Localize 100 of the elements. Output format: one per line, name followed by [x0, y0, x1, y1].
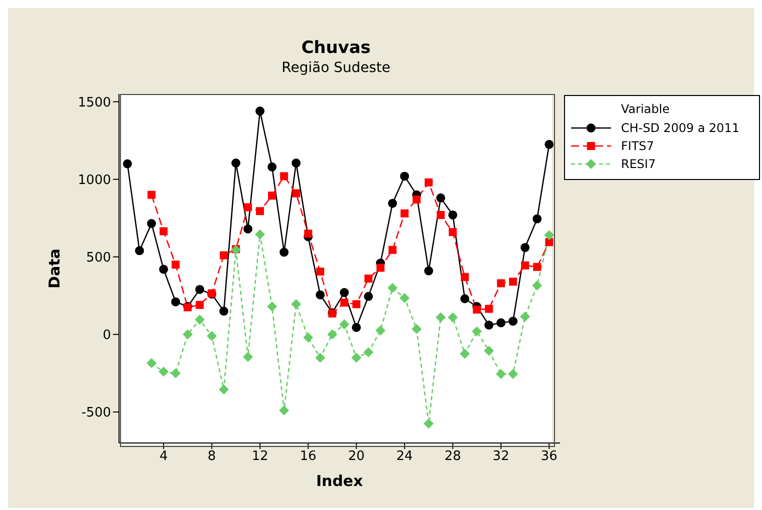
point: [400, 172, 410, 181]
point: [171, 297, 180, 306]
point: [316, 268, 324, 276]
y-tick-label: 500: [86, 250, 111, 266]
point: [509, 278, 518, 286]
legend-title: Variable: [620, 102, 671, 116]
point: [268, 192, 276, 200]
point: [218, 384, 229, 394]
point: [194, 314, 205, 325]
x-tick-label: 36: [540, 449, 558, 464]
legend-label: RESI7: [621, 157, 656, 171]
point: [327, 329, 338, 340]
x-tick-label: 12: [252, 449, 268, 464]
point: [484, 346, 494, 356]
x-tick-label: 4: [159, 449, 168, 464]
point: [196, 300, 204, 309]
chart-title: Chuvas: [300, 38, 372, 58]
point: [280, 172, 288, 180]
point: [291, 299, 302, 310]
point: [158, 366, 169, 377]
point: [206, 330, 217, 341]
point: [388, 282, 398, 293]
point: [315, 352, 326, 363]
point: [339, 319, 350, 330]
point: [508, 316, 518, 326]
point: [412, 195, 421, 204]
point: [545, 238, 554, 246]
chart-subtitle: Região Sudeste: [280, 60, 392, 76]
y-tick-label: 1500: [78, 95, 111, 110]
point: [279, 405, 290, 416]
point: [244, 203, 252, 212]
point: [533, 262, 542, 271]
point: [340, 298, 348, 307]
point: [412, 324, 422, 334]
point: [376, 264, 384, 272]
point: [363, 347, 374, 358]
point: [292, 189, 300, 198]
point: [148, 190, 156, 199]
y-tick-label: 1000: [78, 172, 111, 188]
point: [448, 210, 458, 220]
point: [147, 219, 156, 228]
point: [182, 329, 193, 340]
point: [544, 140, 554, 149]
point: [146, 358, 157, 368]
y-tick-label: -500: [81, 406, 111, 421]
point: [388, 246, 397, 254]
point: [424, 266, 434, 276]
point: [460, 348, 470, 359]
point: [280, 248, 289, 257]
point: [122, 159, 132, 168]
point: [484, 304, 493, 313]
point: [352, 322, 361, 332]
point: [400, 209, 409, 218]
point: [544, 230, 554, 240]
point: [267, 302, 278, 312]
point: [375, 326, 386, 336]
point: [496, 279, 505, 288]
point: [256, 207, 264, 216]
point: [484, 320, 494, 330]
point: [520, 243, 530, 252]
point: [520, 312, 530, 322]
point: [448, 312, 458, 322]
x-tick-label: 20: [348, 449, 365, 464]
point: [159, 264, 168, 274]
legend-label: FITS7: [621, 139, 654, 153]
point: [460, 273, 469, 282]
point: [400, 292, 410, 303]
point: [351, 352, 362, 363]
point: [532, 214, 542, 224]
y-axis-title: Data: [45, 248, 64, 288]
point: [172, 260, 180, 269]
x-axis-title: Index: [316, 472, 364, 490]
point: [160, 227, 168, 236]
point: [424, 178, 433, 186]
point: [532, 280, 542, 291]
point: [220, 251, 228, 260]
point: [521, 261, 530, 270]
x-tick-label: 16: [300, 449, 316, 464]
point: [254, 229, 265, 240]
point: [195, 284, 204, 294]
point: [364, 292, 373, 301]
point: [496, 318, 506, 328]
x-tick-label: 28: [444, 449, 462, 464]
point: [472, 306, 481, 314]
point: [292, 158, 301, 168]
point: [231, 158, 240, 168]
point: [508, 368, 518, 379]
point: [460, 294, 470, 304]
x-tick-label: 24: [396, 449, 413, 464]
point: [170, 368, 181, 378]
x-tick-label: 32: [492, 449, 510, 464]
point: [424, 418, 434, 429]
point: [255, 106, 264, 116]
point: [364, 274, 372, 283]
point: [496, 368, 506, 379]
point: [436, 312, 446, 322]
point: [448, 228, 457, 236]
point: [388, 198, 398, 208]
point: [268, 162, 277, 172]
legend-label: CH-SD 2009 a 2011: [621, 121, 740, 135]
